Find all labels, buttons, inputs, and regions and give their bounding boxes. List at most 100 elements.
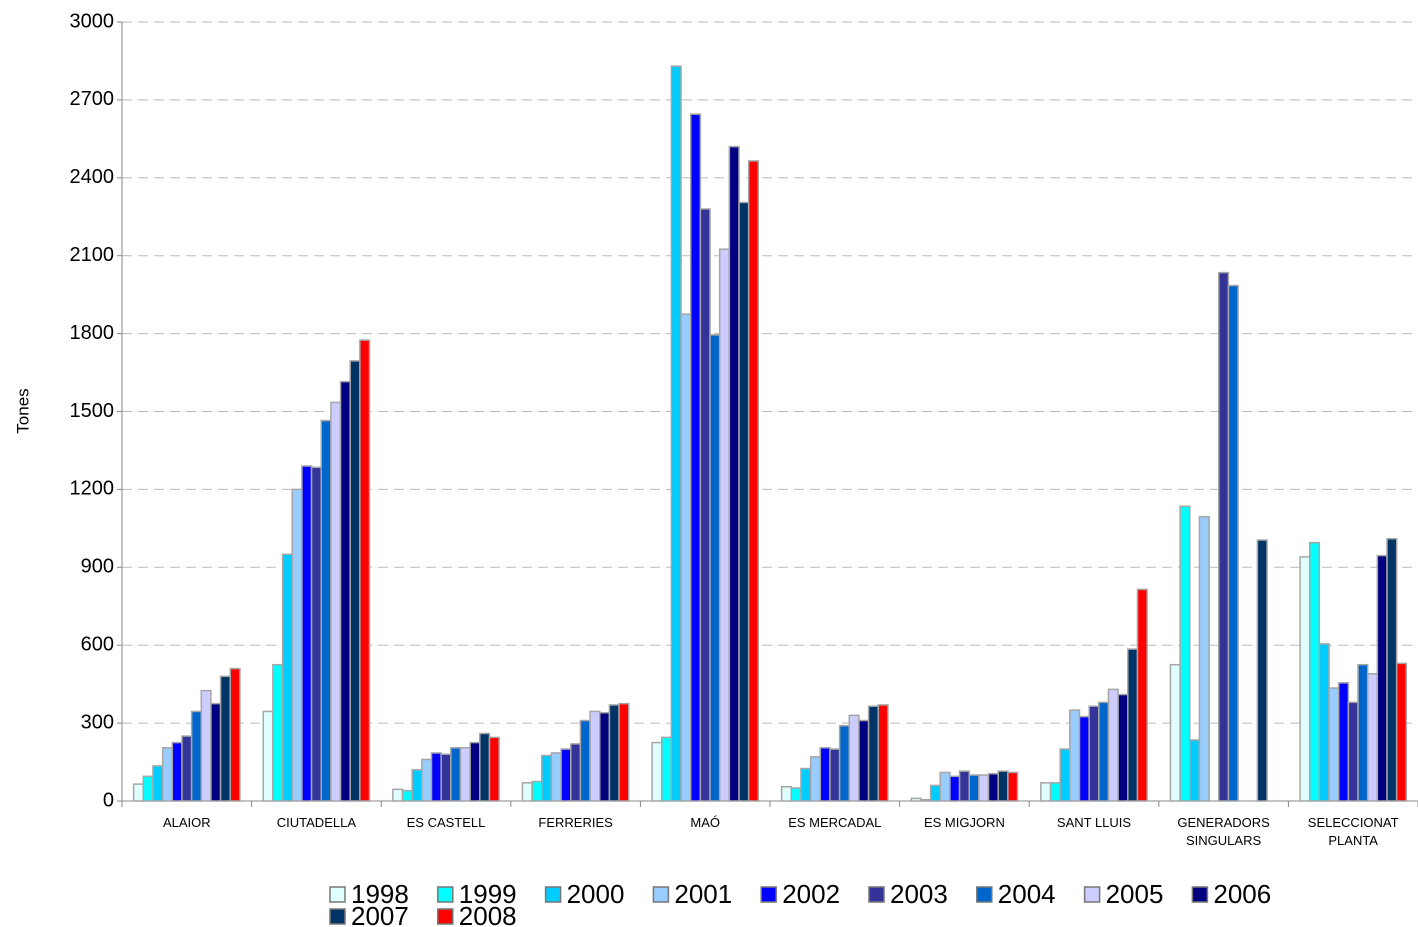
legend-label: 2007 [351, 901, 409, 927]
bar [920, 798, 932, 802]
x-tick-label: FERRERIES [538, 815, 613, 830]
x-tick-label: ES MERCADAL [788, 815, 882, 830]
bar [550, 752, 562, 802]
bar [968, 774, 980, 802]
y-tick-label: 2100 [70, 244, 115, 266]
bar [1136, 588, 1148, 802]
bar [570, 743, 582, 802]
bar [1256, 539, 1268, 802]
legend-label: 1998 [351, 879, 409, 909]
bar [718, 248, 731, 802]
bar [181, 735, 193, 802]
y-tick-label: 1500 [70, 400, 115, 422]
x-tick-label: ALAIOR [162, 815, 211, 830]
bar [939, 771, 951, 802]
bar [142, 775, 154, 802]
bar [479, 732, 491, 802]
bar [1069, 709, 1081, 802]
bar [997, 770, 1009, 802]
bar [291, 488, 303, 802]
bar [411, 769, 423, 802]
legend-swatch [544, 886, 562, 903]
bar [210, 702, 222, 802]
legend-swatch [437, 886, 454, 903]
bar [618, 702, 630, 802]
bar [171, 741, 183, 802]
bar [728, 145, 740, 802]
bar [589, 710, 601, 802]
bar [301, 465, 313, 802]
bar [1366, 673, 1379, 802]
y-tick-label: 1800 [70, 322, 115, 344]
y-tick-label: 2400 [70, 166, 115, 188]
y-tick-label: 2700 [70, 88, 115, 110]
legend-label: 2003 [890, 879, 948, 909]
bar [229, 667, 241, 802]
bar [1299, 556, 1311, 802]
bar [651, 741, 663, 802]
bar [1357, 663, 1369, 802]
bar [680, 313, 692, 802]
bar [910, 797, 922, 802]
x-tick-label: ES CASTELL [406, 815, 486, 830]
bar [1127, 648, 1139, 802]
bar [521, 782, 533, 802]
bar [421, 758, 433, 802]
legend-swatch [329, 908, 346, 925]
bar [819, 747, 831, 802]
bar [1386, 537, 1398, 802]
bar [1007, 771, 1019, 802]
bar [430, 752, 442, 802]
legend-swatch [329, 886, 346, 903]
y-axis-label: Tones [13, 388, 32, 433]
bar [401, 789, 413, 802]
bar [1308, 541, 1321, 802]
x-tick-label: MAÓ [690, 815, 720, 830]
bar [1328, 687, 1340, 802]
legend-label: 2000 [567, 879, 625, 909]
bar [670, 65, 682, 802]
bar [747, 160, 760, 802]
bar [949, 775, 961, 802]
y-tick-label: 1200 [70, 478, 115, 500]
bar [469, 741, 481, 802]
y-tick-label: 300 [81, 711, 114, 733]
legend-swatch [652, 886, 670, 903]
legend-label: 2001 [674, 879, 732, 909]
bar [1107, 688, 1119, 802]
bar [310, 466, 322, 802]
legend-label: 2008 [459, 901, 517, 927]
bar [281, 553, 293, 802]
legend-swatch [868, 886, 885, 903]
bar [829, 748, 841, 802]
bar [262, 710, 274, 802]
bar [877, 704, 889, 802]
bar [392, 788, 404, 802]
bar [200, 689, 212, 802]
bar [1198, 515, 1210, 802]
bar [608, 704, 620, 802]
bar [800, 767, 812, 802]
bar [219, 675, 232, 802]
y-tick-label: 3000 [70, 10, 115, 32]
bar [1059, 748, 1071, 802]
bar [560, 748, 572, 802]
bar [958, 770, 970, 802]
bar [709, 334, 721, 802]
bar [1169, 663, 1181, 802]
bar [1098, 701, 1110, 802]
bar [440, 753, 452, 802]
bar [531, 780, 543, 802]
bar [1218, 271, 1230, 802]
y-tick-label: 900 [81, 556, 114, 578]
bar [579, 719, 591, 802]
legend-swatch [1083, 886, 1101, 903]
bar [858, 719, 870, 802]
legend-label: 2002 [782, 879, 840, 909]
bar [599, 711, 611, 802]
bar [1347, 701, 1359, 802]
bar [161, 747, 174, 802]
legend-swatch [1191, 886, 1209, 903]
